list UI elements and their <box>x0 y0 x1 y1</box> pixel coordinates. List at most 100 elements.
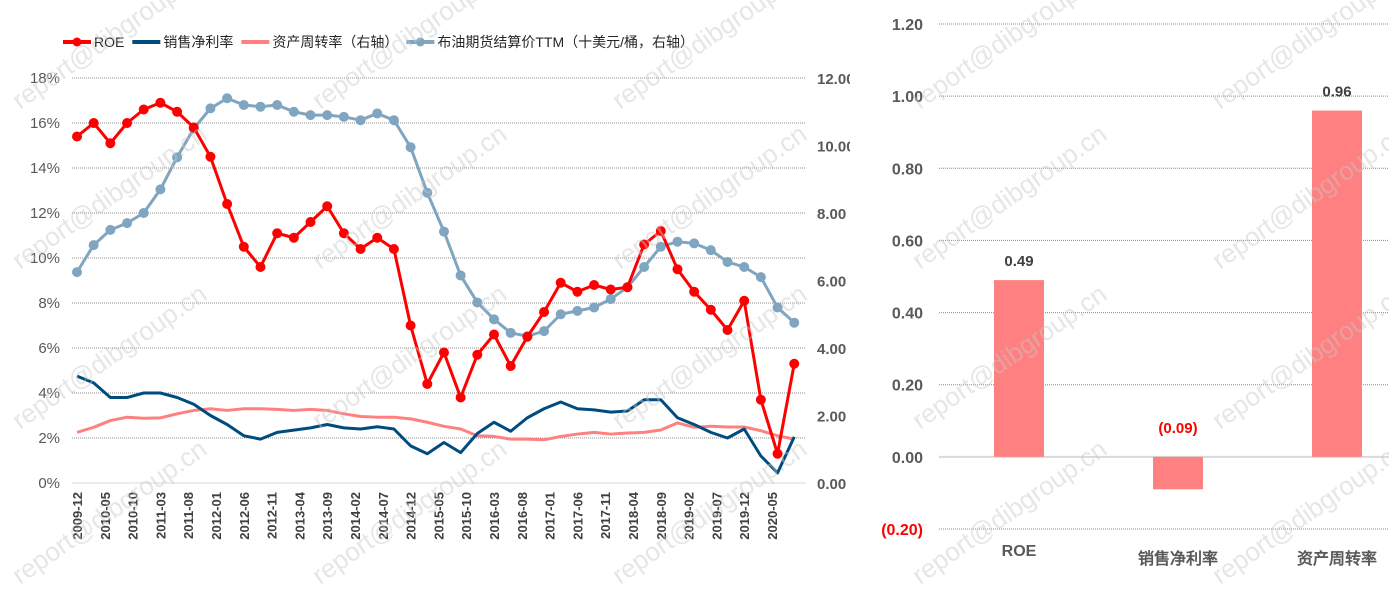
x-tick-label: 2017-06 <box>570 492 585 540</box>
data-point <box>272 100 283 110</box>
data-point <box>622 282 633 293</box>
data-point <box>772 302 783 313</box>
data-point <box>172 106 183 117</box>
bar <box>1153 456 1203 490</box>
x-tick-label: 2015-05 <box>431 492 446 540</box>
x-tick-label: 2013-09 <box>320 492 335 540</box>
data-label: 0.49 <box>1004 253 1033 270</box>
data-point <box>672 236 683 247</box>
y-right-tick-label: 10.00 <box>817 139 850 156</box>
data-point <box>322 110 333 121</box>
x-tick-label: 2012-11 <box>265 492 280 539</box>
y-right-tick-label: 4.00 <box>817 341 846 358</box>
data-point <box>288 106 299 117</box>
x-tick-label: 2010-05 <box>98 492 113 540</box>
bar-chart: (0.20) 0.00 0.20 0.40 0.60 0.80 1.00 1.20 0.49 RO… <box>881 17 1389 568</box>
x-tick-label: 2012-06 <box>237 492 252 540</box>
data-point <box>305 217 316 227</box>
legend-marker <box>72 37 82 47</box>
bar <box>1312 110 1362 457</box>
x-category-label: ROE <box>1002 543 1037 560</box>
data-point <box>222 93 233 104</box>
data-point <box>739 295 750 306</box>
data-point <box>489 329 499 340</box>
y-left-tick-label: 0% <box>38 475 60 492</box>
data-point <box>238 241 249 252</box>
x-tick-label: 2018-09 <box>654 492 669 540</box>
x-tick-label: 2009-12 <box>70 492 85 540</box>
data-point <box>522 331 533 342</box>
data-point <box>372 108 383 119</box>
data-point <box>222 199 233 209</box>
data-point <box>405 142 416 153</box>
data-point <box>505 327 516 338</box>
data-point <box>288 232 299 243</box>
x-category-label: 资产周转率 <box>1297 549 1377 568</box>
legend-label: 资产周转率（右轴） <box>272 34 398 50</box>
data-point <box>372 232 383 243</box>
x-tick-label: 2019-12 <box>737 492 752 540</box>
data-point <box>188 122 199 133</box>
data-point <box>472 297 483 308</box>
data-point <box>322 201 333 212</box>
data-point <box>655 226 666 236</box>
data-point <box>205 151 216 162</box>
x-tick-label: 2011-03 <box>153 492 168 539</box>
data-point <box>655 241 666 252</box>
data-point <box>705 245 716 256</box>
data-point <box>355 115 366 126</box>
data-point <box>405 320 416 331</box>
legend: ROE 销售净利率 资产周转率（右轴） 布油期货结算价TTM（十美元/桶，右轴） <box>63 34 694 50</box>
x-tick-label: 2017-11 <box>598 492 613 539</box>
data-point <box>72 267 82 278</box>
data-point <box>689 238 700 249</box>
data-label: (0.09) <box>1158 420 1197 437</box>
y-tick-label: 0.20 <box>892 378 923 395</box>
data-point <box>489 314 499 325</box>
y-tick-label: 1.00 <box>892 89 923 106</box>
data-point <box>755 272 766 283</box>
data-point <box>539 326 550 337</box>
data-label: 0.96 <box>1322 84 1351 101</box>
data-point <box>572 286 583 297</box>
data-point <box>605 284 616 295</box>
data-point <box>138 208 149 218</box>
x-tick-label: 2014-02 <box>348 492 363 540</box>
y-left-tick-label: 4% <box>38 385 60 402</box>
y-left-tick-label: 14% <box>30 160 60 177</box>
data-point <box>272 228 283 239</box>
x-tick-label: 2012-01 <box>209 492 224 540</box>
data-point <box>555 309 566 320</box>
line-chart: 0% 2% 4% 6% 8% 10% 12% 14% 16% 18% 0.00 2.00 4.00 6.0… <box>30 34 850 540</box>
data-point <box>772 448 783 459</box>
legend-item: 销售净利率 <box>132 34 233 50</box>
line-chart-panel: 0% 2% 4% 6% 8% 10% 12% 14% 16% 18% 0.00 2.00 4.00 6.0… <box>30 34 850 540</box>
series-0 <box>72 97 800 459</box>
legend-item: 布油期货结算价TTM（十美元/桶，右轴） <box>406 34 694 50</box>
legend-marker <box>415 37 425 47</box>
data-point <box>122 118 133 128</box>
data-point <box>172 152 183 163</box>
x-tick-label: 2013-04 <box>292 491 307 539</box>
data-point <box>722 256 733 267</box>
data-point <box>255 101 266 112</box>
data-point <box>605 294 616 305</box>
data-point <box>739 262 750 272</box>
data-point <box>355 244 366 254</box>
x-tick-label: 2018-04 <box>626 491 641 539</box>
data-point <box>205 103 216 114</box>
data-point <box>438 226 449 237</box>
x-tick-label: 2014-07 <box>376 492 391 540</box>
data-point <box>155 184 166 195</box>
data-point <box>555 277 566 288</box>
legend-label: 销售净利率 <box>163 34 233 50</box>
bar <box>994 280 1044 457</box>
x-tick-label: 2011-08 <box>181 492 196 539</box>
y-left-tick-label: 10% <box>30 250 60 267</box>
data-point <box>539 307 550 317</box>
data-point <box>422 379 433 389</box>
data-point <box>505 361 516 371</box>
series-line <box>76 374 796 475</box>
data-point <box>105 224 116 235</box>
data-point <box>722 325 733 335</box>
